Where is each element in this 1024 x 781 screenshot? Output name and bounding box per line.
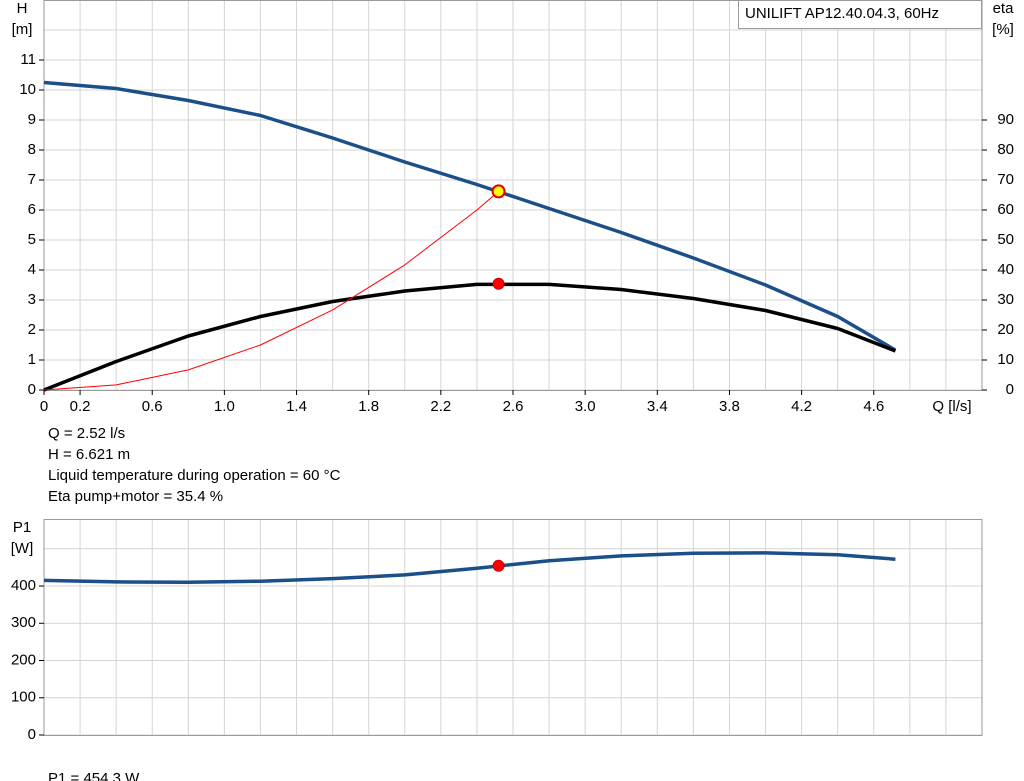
plot-frame bbox=[43, 519, 983, 736]
x-tick-label: 3.4 bbox=[647, 398, 668, 415]
y-tick-label: 0 bbox=[28, 381, 36, 398]
legend-box bbox=[738, 0, 982, 29]
x-tick-label: 1.4 bbox=[286, 398, 307, 415]
y-tick-label: 5 bbox=[28, 231, 36, 248]
info-text: P1 = 454.3 W bbox=[48, 770, 140, 781]
x-tick-label: 0.6 bbox=[142, 398, 163, 415]
y-tick-label: 6 bbox=[28, 201, 36, 218]
info-text: Eta pump+motor = 35.4 % bbox=[48, 488, 223, 505]
y-tick-label: 2 bbox=[28, 321, 36, 338]
y-tick-label: 400 bbox=[11, 577, 36, 594]
y2-tick-label: 90 bbox=[997, 111, 1014, 128]
y2-tick-label: 50 bbox=[997, 231, 1014, 248]
chart-title: UNILIFT AP12.40.04.3, 60Hz bbox=[745, 5, 939, 22]
x-tick-label: 1.0 bbox=[214, 398, 235, 415]
y-axis-label: P1 bbox=[13, 519, 31, 536]
y-tick-label: 7 bbox=[28, 171, 36, 188]
y-tick-label: 300 bbox=[11, 614, 36, 631]
x-tick-label: 0.2 bbox=[70, 398, 91, 415]
x-tick-label: 2.6 bbox=[503, 398, 524, 415]
y2-tick-label: 70 bbox=[997, 171, 1014, 188]
series-line bbox=[43, 551, 896, 585]
y2-tick-label: 20 bbox=[997, 321, 1014, 338]
y-tick-label: 0 bbox=[28, 726, 36, 743]
info-text: Liquid temperature during operation = 60… bbox=[48, 467, 341, 484]
y2-axis-label: eta bbox=[993, 0, 1015, 17]
operating-point-h bbox=[491, 184, 506, 199]
x-tick-label: 1.8 bbox=[358, 398, 379, 415]
x-tick-label: 0 bbox=[40, 398, 48, 415]
info-text: H = 6.621 m bbox=[48, 446, 130, 463]
y-tick-label: 10 bbox=[19, 81, 36, 98]
y2-tick-label: 80 bbox=[997, 141, 1014, 158]
operating-point-eta bbox=[492, 277, 505, 290]
y-tick-label: 100 bbox=[11, 689, 36, 706]
y-axis-unit: [m] bbox=[12, 21, 33, 38]
x-tick-label: 3.0 bbox=[575, 398, 596, 415]
x-tick-label: 4.6 bbox=[863, 398, 884, 415]
x-axis-label: Q [l/s] bbox=[932, 398, 971, 415]
operating-point-p1 bbox=[492, 559, 505, 572]
y2-axis-unit: [%] bbox=[992, 21, 1014, 38]
y-tick-label: 3 bbox=[28, 291, 36, 308]
series-line bbox=[43, 80, 897, 352]
y-tick-label: 9 bbox=[28, 111, 36, 128]
x-tick-label: 2.2 bbox=[430, 398, 451, 415]
y2-tick-label: 0 bbox=[1006, 381, 1014, 398]
series-line bbox=[43, 282, 897, 392]
y2-tick-label: 60 bbox=[997, 201, 1014, 218]
y-tick-label: 200 bbox=[11, 651, 36, 668]
y2-tick-label: 30 bbox=[997, 291, 1014, 308]
x-tick-label: 4.2 bbox=[791, 398, 812, 415]
x-tick-label: 3.8 bbox=[719, 398, 740, 415]
y-tick-label: 1 bbox=[28, 351, 36, 368]
y-tick-label: 11 bbox=[20, 51, 36, 68]
info-text: Q = 2.52 l/s bbox=[48, 425, 125, 442]
y-axis-label: H bbox=[17, 0, 28, 17]
y-tick-label: 4 bbox=[28, 261, 36, 278]
y2-tick-label: 10 bbox=[997, 351, 1014, 368]
series-line bbox=[43, 191, 499, 391]
y-axis-unit: [W] bbox=[11, 540, 34, 557]
y-tick-label: 8 bbox=[28, 141, 36, 158]
y2-tick-label: 40 bbox=[997, 261, 1014, 278]
